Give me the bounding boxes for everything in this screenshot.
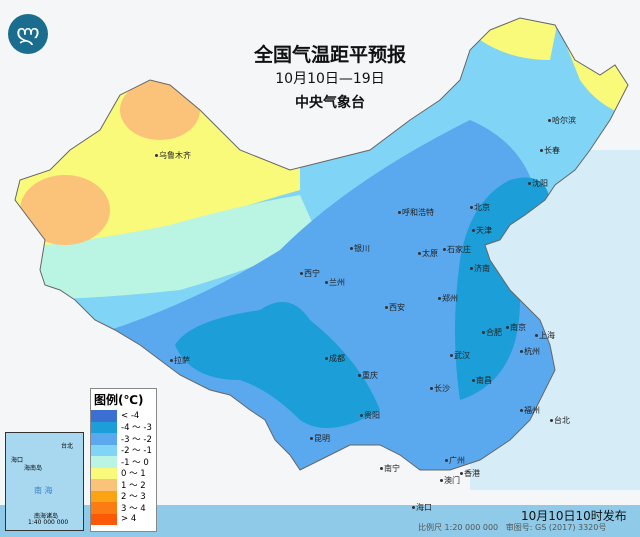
issued-time: 10月10日10时发布 <box>521 509 627 523</box>
cma-logo-icon: ლ <box>8 14 48 54</box>
legend-item: 2 ～ 3 <box>91 490 156 503</box>
legend-title: 图例(℃) <box>94 393 144 407</box>
city-label: 海口 <box>412 502 432 513</box>
legend-item: 0 ～ 1 <box>91 467 156 480</box>
inset-sea-label: 南 海 <box>34 486 53 495</box>
city-label: 贵阳 <box>360 410 380 421</box>
legend-swatch <box>91 513 117 525</box>
city-label: 成都 <box>325 353 345 364</box>
legend-label: 3 ～ 4 <box>121 503 146 514</box>
city-label: 乌鲁木齐 <box>155 150 191 161</box>
city-label: 石家庄 <box>443 244 471 255</box>
city-label: 呼和浩特 <box>398 207 434 218</box>
legend-item: 1 ～ 2 <box>91 479 156 491</box>
legend-swatch <box>91 502 117 514</box>
city-label: 兰州 <box>325 277 345 288</box>
legend-item: -4 ～ -3 <box>91 421 156 434</box>
city-label: 西宁 <box>300 268 320 279</box>
city-label: 北京 <box>470 202 490 213</box>
legend-swatch <box>91 421 117 433</box>
inset-place: 海南岛 <box>24 465 43 472</box>
city-label: 澳门 <box>440 475 460 486</box>
legend-label: < -4 <box>121 410 140 421</box>
city-label: 福州 <box>520 405 540 416</box>
city-label: 南京 <box>506 322 526 333</box>
legend-label: -2 ～ -1 <box>121 446 152 457</box>
city-label: 上海 <box>535 330 555 341</box>
city-label: 长沙 <box>430 383 450 394</box>
city-label: 台北 <box>550 415 570 426</box>
inset-label: 南海诸岛 <box>34 513 59 520</box>
legend-swatch <box>91 456 117 468</box>
legend-label: -4 ～ -3 <box>121 423 152 434</box>
legend-item: < -4 <box>91 410 156 422</box>
issuer: 中央气象台 <box>295 95 365 111</box>
legend-item: -2 ～ -1 <box>91 444 156 457</box>
city-label: 哈尔滨 <box>548 115 576 126</box>
city-label: 杭州 <box>520 346 540 357</box>
city-label: 武汉 <box>450 350 470 361</box>
legend-swatch <box>91 479 117 491</box>
scale-text: 比例尺 1:20 000 000 <box>418 523 499 532</box>
city-label: 西安 <box>385 302 405 313</box>
city-label: 拉萨 <box>170 355 190 366</box>
city-label: 重庆 <box>358 370 378 381</box>
inset-place: 海口 <box>11 457 24 464</box>
city-label: 合肥 <box>482 327 502 338</box>
city-label: 太原 <box>418 248 438 259</box>
approval-number: 审图号: GS (2017) 3320号 <box>505 523 607 532</box>
forecast-period: 10月10日—19日 <box>275 71 385 87</box>
inset-place: 台北 <box>61 443 74 450</box>
legend-swatch <box>91 444 117 456</box>
city-label: 南昌 <box>472 375 492 386</box>
legend-swatch <box>91 490 117 502</box>
legend-swatch <box>91 467 117 479</box>
city-label: 济南 <box>470 263 490 274</box>
south-china-sea-inset: 海口 海南岛 台北 南 海 南海诸岛 1:40 000 000 <box>5 432 84 531</box>
legend-label: 0 ～ 1 <box>121 469 146 480</box>
legend-swatch <box>91 410 117 422</box>
map-scale: 比例尺 1:20 000 000 审图号: GS (2017) 3320号 <box>418 522 606 533</box>
map-title: 全国气温距平预报 <box>253 44 406 66</box>
legend-label: -3 ～ -2 <box>121 434 152 445</box>
city-label: 广州 <box>445 455 465 466</box>
legend-item: -1 ～ 0 <box>91 456 156 468</box>
city-label: 长春 <box>540 145 560 156</box>
city-label: 南宁 <box>380 463 400 474</box>
legend-label: -1 ～ 0 <box>121 457 149 468</box>
legend-label: 1 ～ 2 <box>121 480 146 491</box>
legend-item: -3 ～ -2 <box>91 433 156 445</box>
inset-scale: 1:40 000 000 <box>28 519 69 526</box>
city-label: 沈阳 <box>528 178 548 189</box>
city-label: 银川 <box>350 243 370 254</box>
legend-item: 3 ～ 4 <box>91 502 156 514</box>
legend-label: > 4 <box>121 514 137 525</box>
city-label: 天津 <box>472 225 492 236</box>
city-label: 郑州 <box>438 293 458 304</box>
legend-item: > 4 <box>91 513 156 525</box>
city-label: 香港 <box>460 468 480 479</box>
city-label: 昆明 <box>310 433 330 444</box>
legend-swatch <box>91 433 117 445</box>
legend-label: 2 ～ 3 <box>121 492 146 503</box>
